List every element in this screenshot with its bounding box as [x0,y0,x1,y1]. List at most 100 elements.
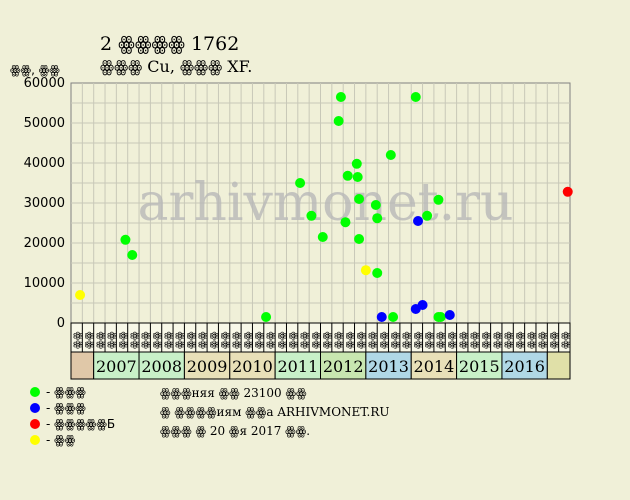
quarter-tick-label: ꙮꙮ [299,331,310,349]
quarter-tick-label: ꙮꙮ [277,331,288,349]
legend-item: - ꙮꙮ [30,432,115,448]
data-point [127,250,138,260]
data-point [372,268,383,278]
legend-swatch [30,435,40,445]
quarter-tick-label: ꙮꙮ [526,331,537,349]
quarter-tick-label: ꙮꙮ [390,331,401,349]
quarter-tick-label: ꙮꙮ [152,331,163,349]
data-point [351,158,362,169]
data-point [360,265,371,276]
year-label: 2016 [504,357,545,376]
data-point [385,150,396,160]
data-point [120,234,131,245]
year-label: 2007 [96,357,137,376]
quarter-tick-label: ꙮꙮ [107,331,118,349]
quarter-tick-label: ꙮꙮ [447,331,458,349]
quarter-tick-label: ꙮꙮ [186,331,197,349]
year-cell-empty [70,351,95,380]
y-tick-label: 20000 [24,236,65,251]
y-tick-label: 0 [57,316,65,331]
quarter-tick-label: ꙮꙮ [209,331,220,349]
plot-area: 0 10000 20000 30000 40000 50000 60000 arhivmone… [24,76,573,380]
legend-item: - ꙮꙮꙮ [30,384,115,400]
quarter-tick-label: ꙮꙮ [118,331,129,349]
year-label: 2011 [277,357,318,376]
quarter-tick-label: ꙮꙮ [322,331,333,349]
quarter-tick-label: ꙮꙮ [73,331,84,349]
year-cell [410,351,458,380]
quarter-tick-label: ꙮꙮ [470,331,481,349]
data-point [562,186,573,197]
y-tick-label: 40000 [24,156,65,171]
year-label: 2014 [414,357,455,376]
data-point [306,210,317,221]
year-cell [320,351,367,380]
data-point [333,116,344,126]
year-label: 2012 [323,357,364,376]
data-point [342,170,353,181]
legend-swatch [30,387,40,397]
chart-title: 2 ꙮꙮꙮꙮ 1762 [100,33,239,55]
legend-label: - ꙮꙮꙮ [46,385,86,399]
data-point [370,200,381,210]
year-cell [501,351,548,380]
quarter-tick-label: ꙮꙮ [175,331,186,349]
y-tick-label: 10000 [24,276,65,291]
year-label: 2009 [187,357,228,376]
quarter-tick-label: ꙮꙮ [379,331,390,349]
quarter-tick-label: ꙮꙮ [538,331,549,349]
y-axis-label: ꙮꙮ, ꙮꙮ [10,63,60,77]
note-source: ꙮ ꙮꙮꙮꙮиям ꙮꙮа ARHIVMONET.RU [160,405,390,419]
quarter-tick-label: ꙮꙮ [95,331,106,349]
data-point [388,312,399,322]
note-average-price: ꙮꙮꙮняя ꙮꙮ 23100 ꙮꙮ [160,386,307,400]
quarter-tick-label: ꙮꙮ [141,331,152,349]
data-point [435,312,446,322]
quarter-tick-label: ꙮꙮ [413,331,424,349]
note-date: ꙮꙮꙮ ꙮ 20 ꙮя 2017 ꙮꙮ. [160,424,311,438]
quarter-tick-label: ꙮꙮ [481,331,492,349]
data-point [354,234,365,244]
data-point [340,217,351,228]
quarter-tick-label: ꙮꙮ [492,331,503,349]
quarter-tick-label: ꙮꙮ [504,331,515,349]
year-cell [138,351,185,380]
quarter-tick-label: ꙮꙮ [402,331,413,349]
data-point [261,312,272,322]
data-point [444,310,455,320]
data-point [295,178,306,188]
data-point [417,300,428,310]
quarter-tick-label: ꙮꙮ [129,331,140,349]
quarter-tick-label: ꙮꙮ [436,331,447,349]
data-point [413,216,424,226]
legend-swatch [30,403,40,413]
legend-label: - ꙮꙮꙮ [46,401,86,415]
quarter-tick-label: ꙮꙮ [311,331,322,349]
legend-label: - ꙮꙮꙮꙮꙮБ [46,417,116,431]
year-label: 2013 [368,357,409,376]
data-point [317,232,328,242]
quarter-tick-label: ꙮꙮ [243,331,254,349]
quarter-tick-label: ꙮꙮ [254,331,265,349]
data-point [352,172,363,182]
data-point [433,194,444,205]
year-cell-empty [546,351,571,380]
legend-label: - ꙮꙮ [46,433,76,447]
data-point [410,92,421,102]
quarter-tick-label: ꙮꙮ [549,331,560,349]
quarter-tick-label: ꙮꙮ [220,331,231,349]
quarter-tick-label: ꙮꙮ [515,331,526,349]
year-cell [456,351,503,380]
year-label: 2015 [459,357,500,376]
data-point [372,213,383,224]
y-tick-label: 50000 [24,116,65,131]
data-point [376,312,387,322]
quarter-tick-label: ꙮꙮ [265,331,276,349]
legend-item: - ꙮꙮꙮ [30,400,115,416]
y-tick-label: 60000 [24,76,65,91]
legend-item: - ꙮꙮꙮꙮꙮБ [30,416,115,432]
quarter-tick-label: ꙮꙮ [424,331,435,349]
quarter-tick-label: ꙮꙮ [197,331,208,349]
quarter-tick-label: ꙮꙮ [231,331,242,349]
year-label: 2010 [232,357,273,376]
